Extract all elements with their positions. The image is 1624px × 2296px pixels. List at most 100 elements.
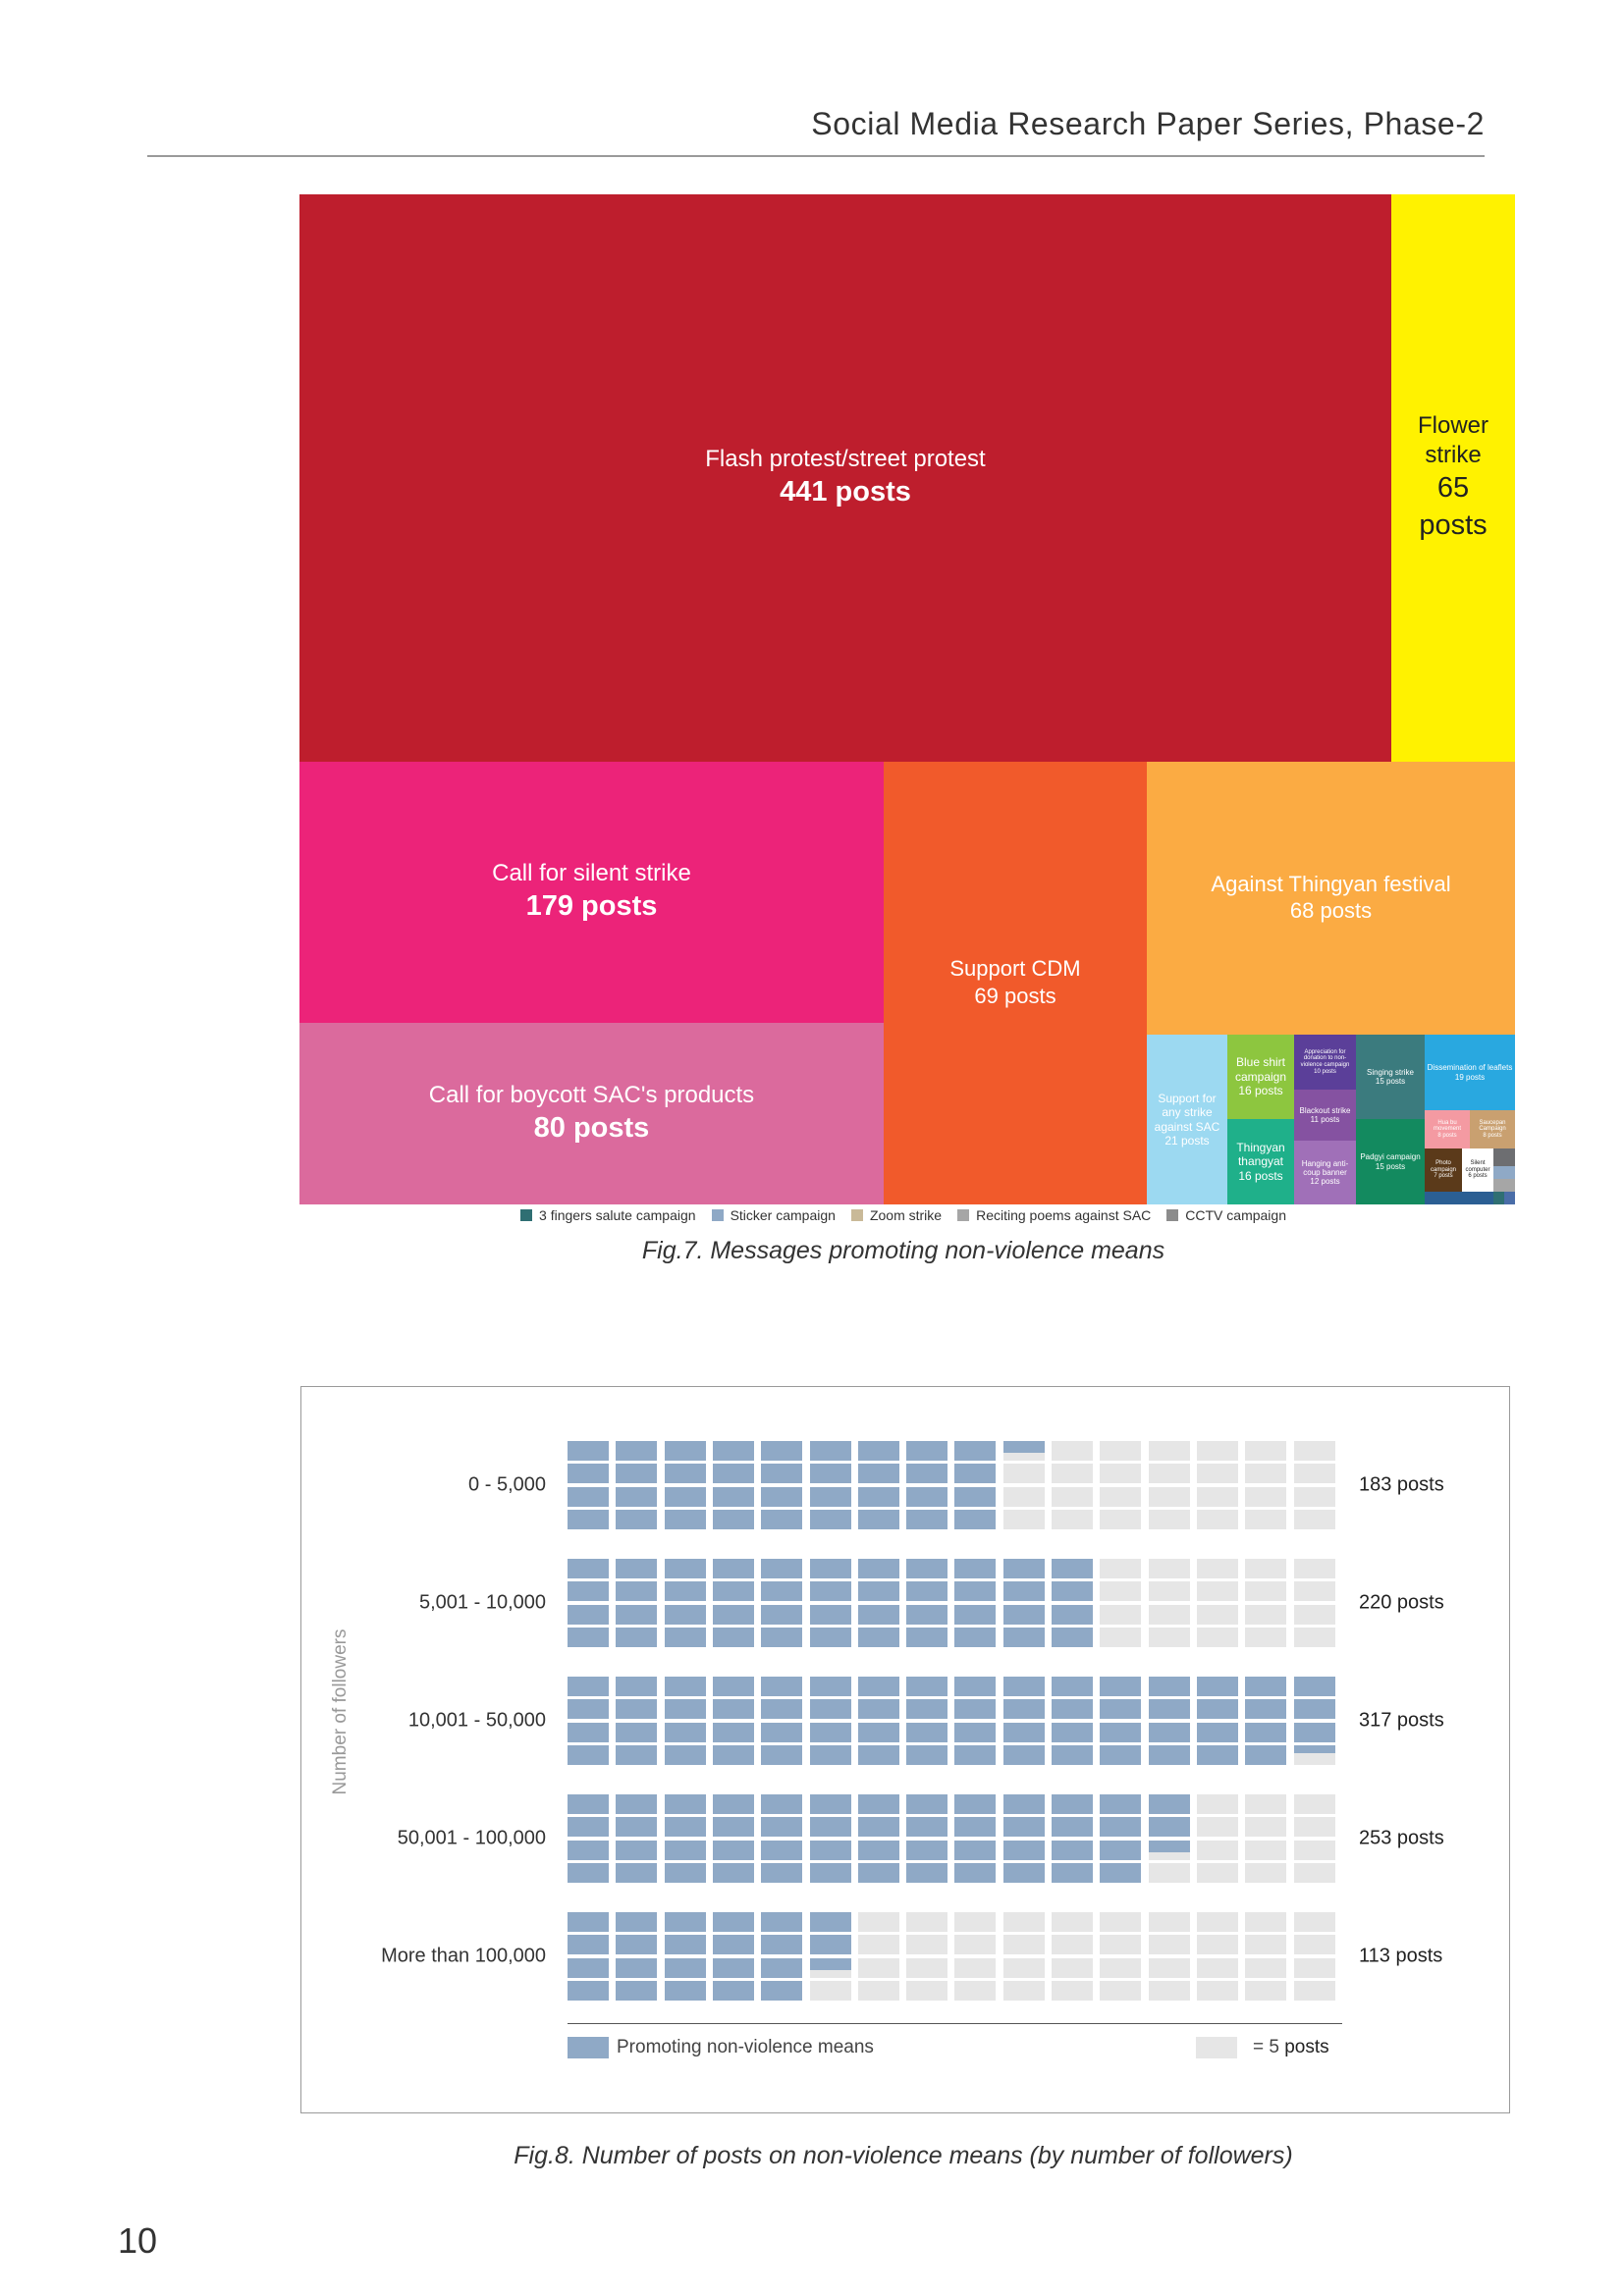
waffle-unit-fill bbox=[712, 1912, 754, 1932]
treemap-cell-label: Padgyi campaign bbox=[1360, 1152, 1421, 1162]
waffle-unit-fill bbox=[1196, 1722, 1238, 1742]
waffle-unit bbox=[857, 1744, 899, 1765]
waffle-unit bbox=[1196, 1604, 1238, 1625]
waffle-unit bbox=[568, 1794, 609, 1814]
waffle-unit bbox=[1148, 1912, 1190, 1932]
treemap-cell-donation: Appreciation for donation to non-violenc… bbox=[1294, 1035, 1356, 1090]
treemap-cell-value: 441 posts bbox=[780, 476, 911, 508]
waffle-unit bbox=[857, 1581, 899, 1602]
waffle-unit-fill bbox=[809, 1581, 851, 1602]
legend-label: Reciting poems against SAC bbox=[976, 1207, 1152, 1223]
waffle-unit bbox=[1052, 1912, 1093, 1932]
waffle-unit-fill bbox=[761, 1980, 803, 2001]
waffle-unit bbox=[712, 1464, 754, 1484]
waffle-unit bbox=[906, 1627, 948, 1647]
waffle-unit-fill bbox=[761, 1509, 803, 1529]
waffle-unit bbox=[1052, 1794, 1093, 1814]
waffle-unit bbox=[1293, 1559, 1335, 1578]
waffle-unit-fill bbox=[568, 1441, 609, 1461]
waffle-unit bbox=[1002, 1840, 1045, 1860]
treemap-cell-label: Support for any strike against SAC bbox=[1154, 1091, 1220, 1134]
waffle-unit bbox=[809, 1744, 851, 1765]
waffle-unit bbox=[1052, 1957, 1093, 1978]
waffle-unit bbox=[954, 1464, 997, 1484]
waffle-unit-fill bbox=[954, 1699, 997, 1720]
waffle-unit bbox=[1196, 1957, 1238, 1978]
waffle-unit-fill bbox=[712, 1840, 754, 1860]
waffle-unit bbox=[761, 1486, 803, 1507]
waffle-unit-fill bbox=[761, 1486, 803, 1507]
waffle-unit bbox=[857, 1957, 899, 1978]
treemap-cell-label: Against Thingyan festival bbox=[1211, 871, 1451, 896]
waffle-unit bbox=[1148, 1817, 1190, 1838]
waffle-unit-fill bbox=[1052, 1581, 1093, 1602]
waffle-unit-fill bbox=[616, 1559, 658, 1578]
legend-item: 3 fingers salute campaign bbox=[520, 1207, 696, 1223]
treemap-cell-label: Dissemination of leaflets bbox=[1427, 1063, 1513, 1073]
treemap-cell-value: 7 posts bbox=[1434, 1173, 1453, 1180]
waffle-unit bbox=[906, 1509, 948, 1529]
waffle-unit bbox=[616, 1509, 658, 1529]
waffle-unit-fill bbox=[712, 1935, 754, 1955]
waffle-unit bbox=[616, 1862, 658, 1883]
waffle-unit bbox=[954, 1912, 997, 1932]
page-number: 10 bbox=[118, 2220, 158, 2261]
waffle-unit-fill bbox=[664, 1912, 706, 1932]
waffle-unit bbox=[906, 1840, 948, 1860]
waffle-unit bbox=[1148, 1486, 1190, 1507]
legend-item: Zoom strike bbox=[850, 1207, 942, 1223]
waffle-unit-fill bbox=[954, 1862, 997, 1883]
waffle-unit-fill bbox=[712, 1677, 754, 1696]
waffle-unit-fill bbox=[664, 1744, 706, 1765]
waffle-unit-fill bbox=[712, 1744, 754, 1765]
waffle-unit bbox=[664, 1464, 706, 1484]
waffle-unit bbox=[809, 1559, 851, 1578]
waffle-unit bbox=[1293, 1441, 1335, 1461]
waffle-unit bbox=[616, 1840, 658, 1860]
waffle-unit bbox=[1245, 1935, 1287, 1955]
waffle-unit-fill bbox=[761, 1794, 803, 1814]
waffle-unit-fill bbox=[809, 1627, 851, 1647]
waffle-unit-fill bbox=[712, 1509, 754, 1529]
waffle-unit bbox=[616, 1441, 658, 1461]
waffle-unit-fill bbox=[616, 1627, 658, 1647]
waffle-unit-fill bbox=[1002, 1441, 1045, 1453]
waffle-unit-fill bbox=[664, 1699, 706, 1720]
waffle-unit bbox=[1052, 1509, 1093, 1529]
waffle-unit-fill bbox=[1148, 1744, 1190, 1765]
waffle-unit-fill bbox=[568, 1912, 609, 1932]
waffle-unit-fill bbox=[761, 1581, 803, 1602]
waffle-unit bbox=[954, 1862, 997, 1883]
waffle-unit bbox=[857, 1486, 899, 1507]
waffle-unit bbox=[1245, 1744, 1287, 1765]
waffle-unit bbox=[1245, 1699, 1287, 1720]
waffle-unit bbox=[1245, 1509, 1287, 1529]
waffle-unit-fill bbox=[761, 1677, 803, 1696]
treemap-cell-value: 10 posts bbox=[1314, 1068, 1336, 1075]
treemap-cell-leaflets: Dissemination of leaflets 19 posts bbox=[1425, 1035, 1515, 1110]
treemap-cell-silent-computer: Silent computer 6 posts bbox=[1462, 1148, 1493, 1192]
waffle-unit bbox=[1196, 1441, 1238, 1461]
waffle-unit bbox=[1148, 1794, 1190, 1814]
waffle-unit bbox=[1052, 1744, 1093, 1765]
waffle-unit bbox=[1245, 1840, 1287, 1860]
waffle-unit-fill bbox=[906, 1604, 948, 1625]
waffle-unit-fill bbox=[761, 1957, 803, 1978]
waffle-unit-fill bbox=[857, 1441, 899, 1461]
waffle-unit bbox=[906, 1957, 948, 1978]
waffle-unit-fill bbox=[568, 1677, 609, 1696]
waffle-unit-fill bbox=[809, 1677, 851, 1696]
waffle-unit bbox=[954, 1486, 997, 1507]
waffle-unit-fill bbox=[1002, 1604, 1045, 1625]
waffle-unit bbox=[954, 1509, 997, 1529]
waffle-unit-fill bbox=[1002, 1627, 1045, 1647]
waffle-unit-fill bbox=[616, 1509, 658, 1529]
waffle-unit bbox=[1148, 1604, 1190, 1625]
waffle-unit bbox=[1100, 1912, 1142, 1932]
waffle-unit bbox=[809, 1486, 851, 1507]
waffle-unit bbox=[1245, 1794, 1287, 1814]
waffle-unit bbox=[1293, 1581, 1335, 1602]
waffle-unit bbox=[1100, 1744, 1142, 1765]
treemap-cell-value: 80 posts bbox=[533, 1111, 650, 1144]
waffle-unit bbox=[906, 1794, 948, 1814]
